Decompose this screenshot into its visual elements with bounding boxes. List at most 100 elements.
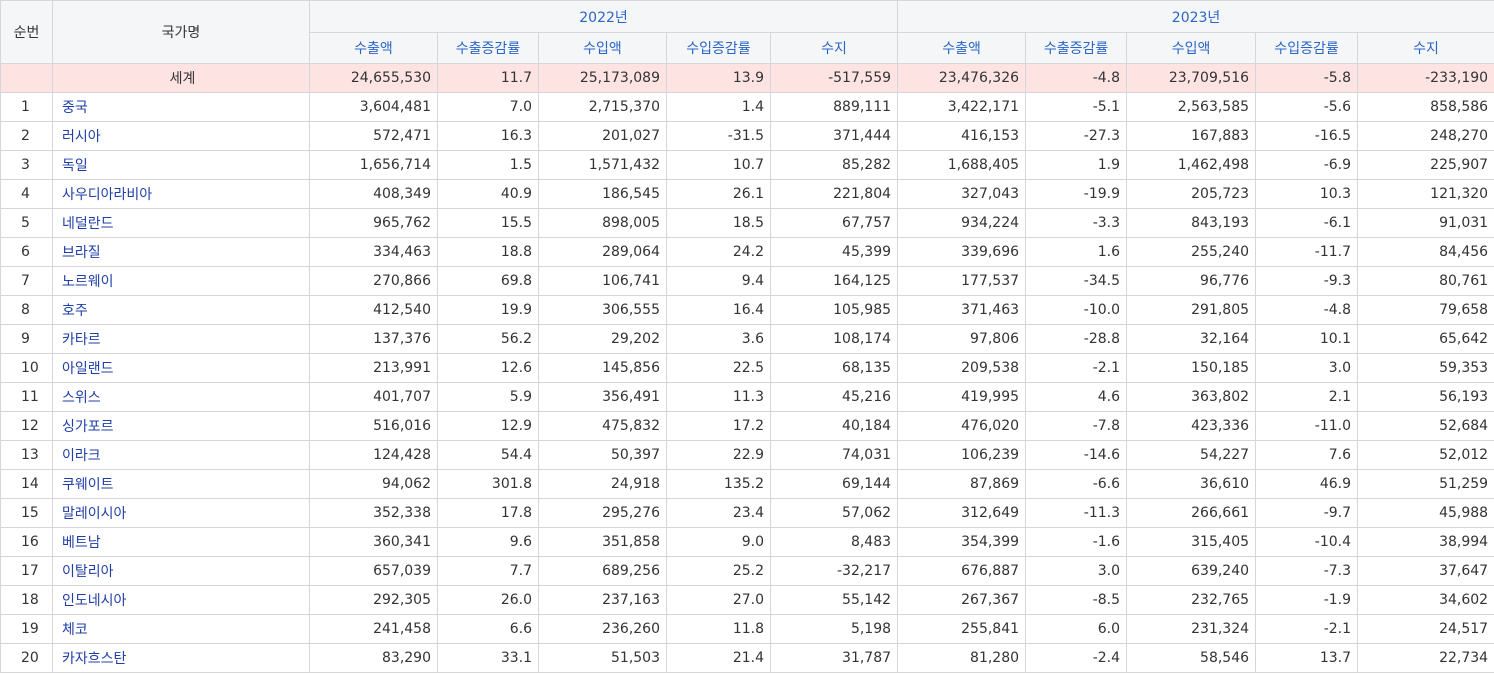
2023-balance-cell: 51,259	[1357, 469, 1494, 499]
2022-import-cell: 689,256	[538, 556, 667, 586]
row-no-cell: 17	[0, 556, 53, 586]
2022-import-growth-cell: 18.5	[666, 208, 771, 238]
2022-export-growth-cell: 18.8	[437, 237, 539, 267]
2022-import-growth-cell: 3.6	[666, 324, 771, 354]
country-link[interactable]: 이라크	[52, 440, 310, 470]
2023-import-cell: 255,240	[1126, 237, 1257, 267]
table-row: 19 체코 241,458 6.6 236,260 11.8 5,198 255,841 6.0…	[0, 614, 1494, 644]
2023-export-growth-cell: 1.9	[1025, 150, 1128, 180]
world-2022-export-growth: 11.7	[437, 63, 539, 93]
world-2023-import-growth: -5.8	[1255, 63, 1359, 93]
2023-import-cell: 266,661	[1126, 498, 1257, 528]
2022-import-growth-cell: 22.5	[666, 353, 771, 383]
2022-export-cell: 412,540	[309, 295, 438, 325]
2022-import-cell: 24,918	[538, 469, 667, 499]
2022-export-cell: 3,604,481	[309, 92, 438, 122]
2023-import-cell: 32,164	[1126, 324, 1257, 354]
country-link[interactable]: 브라질	[52, 237, 310, 267]
2022-export-cell: 352,338	[309, 498, 438, 528]
row-no-cell: 12	[0, 411, 53, 441]
country-link[interactable]: 카타르	[52, 324, 310, 354]
country-link[interactable]: 네덜란드	[52, 208, 310, 238]
2023-import-cell: 150,185	[1126, 353, 1257, 383]
2022-export-cell: 292,305	[309, 585, 438, 615]
table-row: 2 러시아 572,471 16.3 201,027 -31.5 371,444 416,15…	[0, 121, 1494, 151]
2023-export-cell: 419,995	[897, 382, 1027, 412]
country-link[interactable]: 쿠웨이트	[52, 469, 310, 499]
country-link[interactable]: 이탈리아	[52, 556, 310, 586]
2022-balance-cell: 45,399	[769, 237, 899, 267]
2022-export-growth-cell: 5.9	[437, 382, 539, 412]
2022-import-growth-cell: 23.4	[666, 498, 771, 528]
2022-export-cell: 965,762	[309, 208, 438, 238]
2023-balance-cell: 56,193	[1357, 382, 1494, 412]
country-link[interactable]: 베트남	[52, 527, 310, 557]
2022-balance-cell: 5,198	[769, 614, 899, 644]
country-link[interactable]: 체코	[52, 614, 310, 644]
2023-export-cell: 339,696	[897, 237, 1027, 267]
header-2022-balance: 수지	[769, 32, 899, 64]
2022-export-growth-cell: 7.7	[437, 556, 539, 586]
world-2023-export: 23,476,326	[897, 63, 1027, 93]
country-link[interactable]: 호주	[52, 295, 310, 325]
header-2023-export-growth: 수출증감률	[1025, 32, 1128, 64]
world-2022-export: 24,655,530	[309, 63, 438, 93]
world-2022-import-growth: 13.9	[666, 63, 771, 93]
2022-import-growth-cell: 11.8	[666, 614, 771, 644]
table-row: 6 브라질 334,463 18.8 289,064 24.2 45,399 339,696 1…	[0, 237, 1494, 267]
table-row: 4 사우디아라비아 408,349 40.9 186,545 26.1 221,804 327…	[0, 179, 1494, 209]
2022-balance-cell: 8,483	[769, 527, 899, 557]
2023-import-cell: 639,240	[1126, 556, 1257, 586]
row-no-cell: 16	[0, 527, 53, 557]
2023-import-cell: 315,405	[1126, 527, 1257, 557]
table-row: 7 노르웨이 270,866 69.8 106,741 9.4 164,125 177,537…	[0, 266, 1494, 296]
2023-import-cell: 291,805	[1126, 295, 1257, 325]
country-link[interactable]: 중국	[52, 92, 310, 122]
country-link[interactable]: 카자흐스탄	[52, 643, 310, 673]
country-link[interactable]: 사우디아라비아	[52, 179, 310, 209]
2023-import-growth-cell: -16.5	[1255, 121, 1359, 151]
row-no-cell: 8	[0, 295, 53, 325]
2023-export-cell: 97,806	[897, 324, 1027, 354]
2022-balance-cell: 57,062	[769, 498, 899, 528]
2023-import-cell: 1,462,498	[1126, 150, 1257, 180]
2023-balance-cell: 248,270	[1357, 121, 1494, 151]
2023-export-cell: 106,239	[897, 440, 1027, 470]
table-row: 18 인도네시아 292,305 26.0 237,163 27.0 55,142 267,3…	[0, 585, 1494, 615]
2022-export-cell: 657,039	[309, 556, 438, 586]
table-body: 세계 24,655,530 11.7 25,173,089 13.9 -517,…	[0, 63, 1494, 673]
2022-balance-cell: 55,142	[769, 585, 899, 615]
world-2023-import: 23,709,516	[1126, 63, 1257, 93]
2023-export-cell: 1,688,405	[897, 150, 1027, 180]
2023-import-growth-cell: 46.9	[1255, 469, 1359, 499]
2022-import-growth-cell: 16.4	[666, 295, 771, 325]
header-country: 국가명	[52, 0, 310, 64]
table-row: 13 이라크 124,428 54.4 50,397 22.9 74,031 106,239-…	[0, 440, 1494, 470]
country-link[interactable]: 아일랜드	[52, 353, 310, 383]
2023-export-growth-cell: -10.0	[1025, 295, 1128, 325]
country-link[interactable]: 인도네시아	[52, 585, 310, 615]
2022-import-cell: 145,856	[538, 353, 667, 383]
country-link[interactable]: 스위스	[52, 382, 310, 412]
table-header: 순번 국가명 2022년 2023년 수출액 수출증감률 수입액 수입증감률 수…	[0, 0, 1494, 64]
row-no-cell: 13	[0, 440, 53, 470]
country-link[interactable]: 말레이시아	[52, 498, 310, 528]
header-2023-import: 수입액	[1126, 32, 1257, 64]
country-link[interactable]: 독일	[52, 150, 310, 180]
country-link[interactable]: 싱가포르	[52, 411, 310, 441]
2023-import-cell: 2,563,585	[1126, 92, 1257, 122]
2022-import-cell: 236,260	[538, 614, 667, 644]
2022-import-growth-cell: 25.2	[666, 556, 771, 586]
2022-balance-cell: 105,985	[769, 295, 899, 325]
2022-import-cell: 306,555	[538, 295, 667, 325]
row-no-cell: 9	[0, 324, 53, 354]
table-row: 9 카타르 137,376 56.2 29,202 3.6 108,174 97,806 -28…	[0, 324, 1494, 354]
country-link[interactable]: 노르웨이	[52, 266, 310, 296]
header-year-2023: 2023년	[897, 0, 1494, 33]
2022-import-cell: 295,276	[538, 498, 667, 528]
world-2022-import: 25,173,089	[538, 63, 667, 93]
2023-import-growth-cell: -9.3	[1255, 266, 1359, 296]
row-no-cell: 20	[0, 643, 53, 673]
2022-import-cell: 289,064	[538, 237, 667, 267]
country-link[interactable]: 러시아	[52, 121, 310, 151]
